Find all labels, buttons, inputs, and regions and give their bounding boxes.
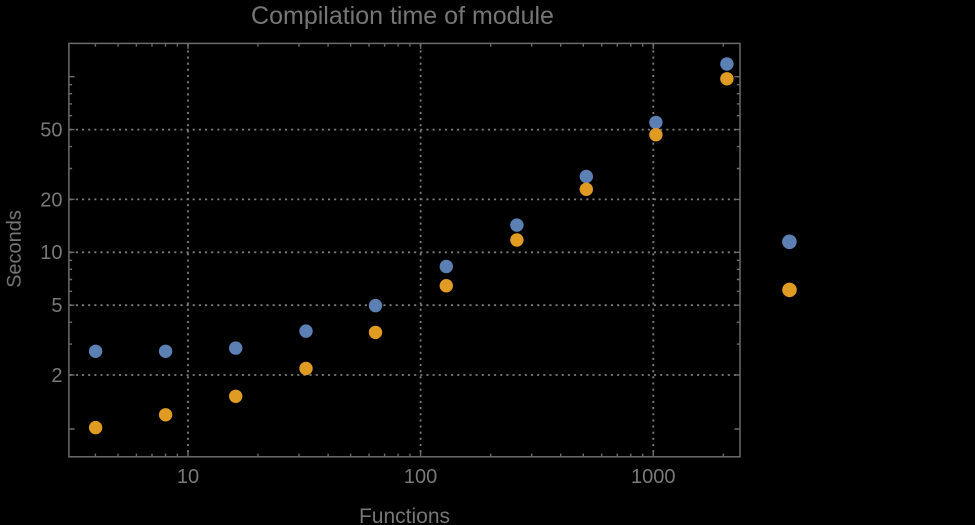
svg-text:Functions: Functions [359,505,450,525]
svg-text:1000: 1000 [631,466,676,488]
svg-text:10: 10 [40,242,62,264]
svg-text:100: 100 [404,466,437,488]
svg-text:2: 2 [51,365,62,387]
svg-text:Compilation time of module: Compilation time of module [251,2,554,30]
svg-text:50: 50 [40,120,62,142]
svg-text:20: 20 [40,189,62,211]
svg-text:5: 5 [51,295,62,317]
svg-text:Seconds: Seconds [4,210,26,288]
svg-text:10: 10 [177,466,199,488]
